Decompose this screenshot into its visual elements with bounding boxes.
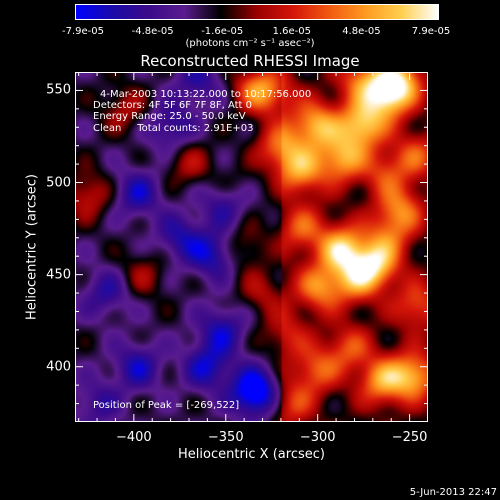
plot-area: 4-Mar-2003 10:13:22.000 to 10:17:56.000 … [75,72,428,422]
info-method: Clean Total counts: 2.91E+03 [93,123,253,134]
colorbar-tick-label: -7.9e-05 [62,26,104,37]
heatmap-image [75,72,428,422]
y-tick-label: 550 [46,82,71,98]
info-detectors: Detectors: 4F 5F 6F 7F 8F, Att 0 [93,100,252,111]
colorbar-tick-label: 4.8e-05 [342,26,381,37]
colorbar-tick-label: 1.6e-05 [272,26,311,37]
colorbar [75,4,439,20]
x-tick-label: −400 [115,430,152,445]
plot-border [75,72,428,422]
colorbar-tick-label: 7.9e-05 [411,26,451,37]
chart-title: Reconstructed RHESSI Image [140,52,360,70]
info-panel: 4-Mar-2003 10:13:22.000 to 10:17:56.000 … [93,89,311,411]
x-tick-label: −350 [207,430,244,445]
colorbar-tick-label: -1.6e-05 [201,26,244,37]
info-time-range: 4-Mar-2003 10:13:22.000 to 10:17:56.000 [100,89,311,100]
y-tick-label: 450 [46,267,71,283]
y-tick-label: 500 [46,175,71,191]
colorbar-units: (photons cm⁻² s⁻¹ asec⁻²) [185,38,315,49]
y-axis-label: Heliocentric Y (arcsec) [24,174,40,320]
x-tick-label: −300 [299,430,336,445]
x-tick-label: −250 [391,430,428,445]
colorbar-gradient [76,5,438,19]
info-peak: Position of Peak = [-269,522] [93,400,239,411]
info-energy: Energy Range: 25.0 - 50.0 keV [93,111,246,122]
y-tick-label: 400 [46,359,71,375]
x-axis-label: Heliocentric X (arcsec) [178,447,325,462]
colorbar-tick-label: -4.8e-05 [131,26,174,37]
timestamp: 5-Jun-2013 22:47 [409,487,497,498]
